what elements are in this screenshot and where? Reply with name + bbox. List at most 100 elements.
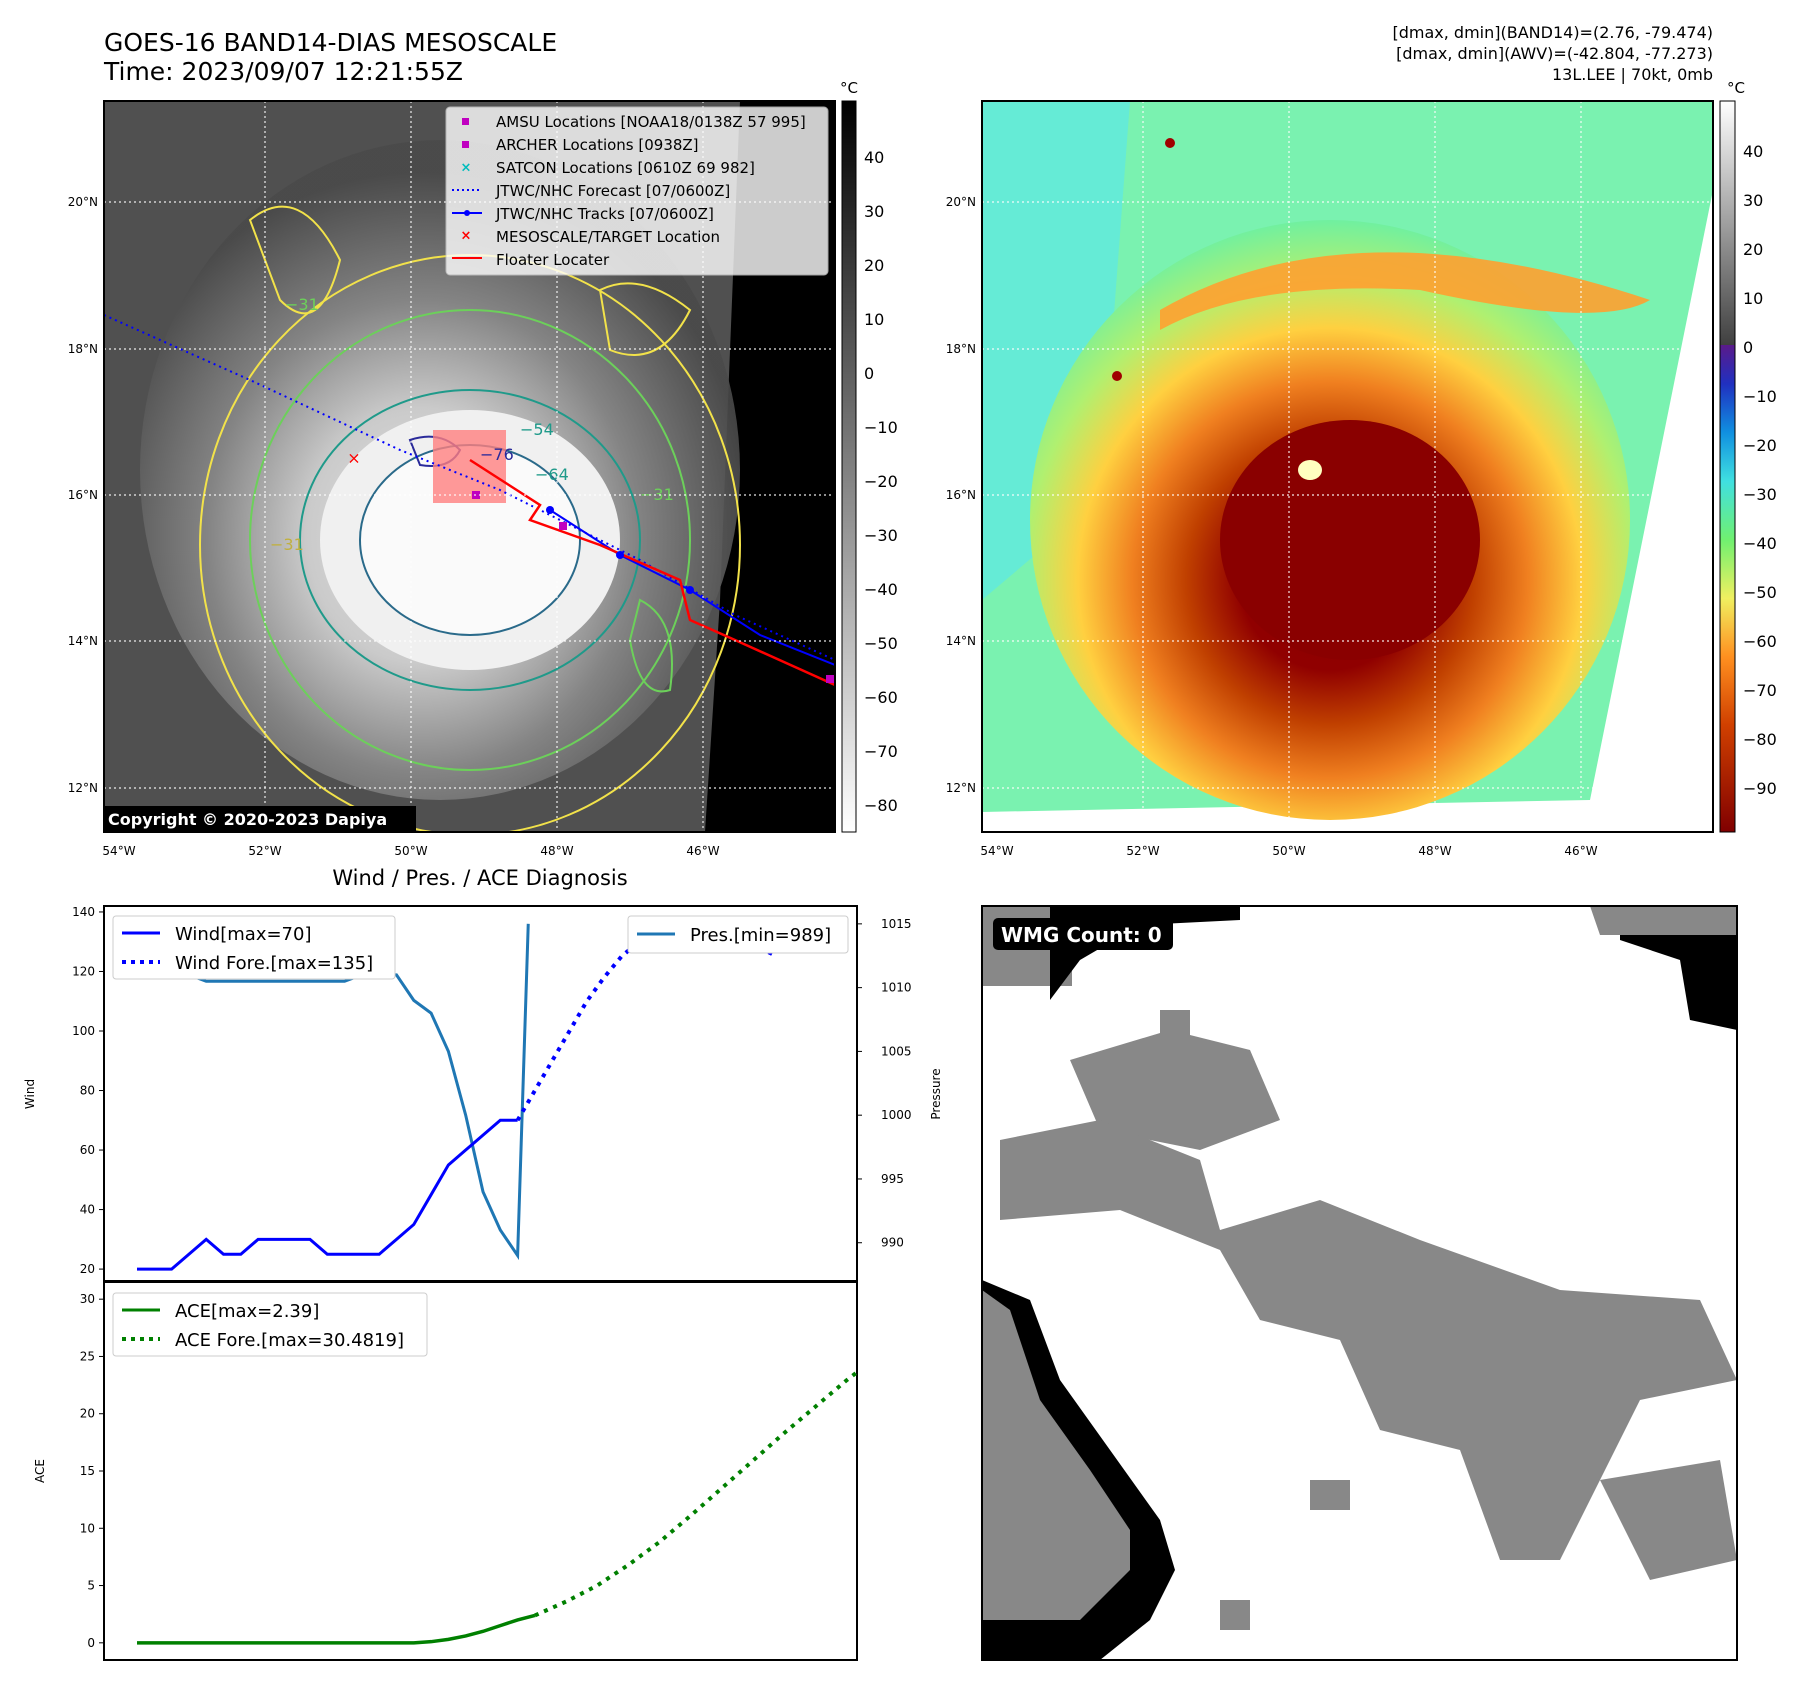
diagnosis-title: Wind / Pres. / ACE Diagnosis [332,866,627,890]
pressure-tick-label: 1015 [881,917,912,931]
svg-text:50°W: 50°W [1272,844,1305,858]
wind-tick-label: 120 [72,964,95,978]
figure-title-line1: GOES-16 BAND14-DIAS MESOSCALE [104,28,557,57]
svg-text:16°N: 16°N [68,488,98,502]
map2-gridlines [982,101,1713,832]
svg-text:54°W: 54°W [980,844,1013,858]
pressure-legend: Pres.[min=989] [627,915,849,954]
gray-colorbar [841,100,857,833]
svg-text:10: 10 [1743,289,1763,308]
copyright-badge [104,806,416,832]
color-colorbar-bottom [1720,345,1735,832]
svg-text:−70: −70 [1743,681,1777,700]
contour-label: −64 [535,465,569,484]
ace-tick-label: 5 [87,1579,95,1593]
svg-text:12°N: 12°N [68,781,98,795]
legend-label: SATCON Locations [0610Z 69 982] [496,159,755,177]
stats-line3: 13L.LEE | 70kt, 0mb [1552,65,1713,84]
ace-tick-label: 20 [80,1407,95,1421]
stats-line2: [dmax, dmin](AWV)=(-42.804, -77.273) [1396,44,1713,63]
pressure-tick-label: 990 [881,1236,904,1250]
svg-text:40: 40 [1743,142,1763,161]
svg-text:18°N: 18°N [68,342,98,356]
color-colorbar-unit: °C [1727,79,1745,97]
svg-text:46°W: 46°W [686,844,719,858]
svg-text:−40: −40 [864,580,898,599]
pressure-tick-label: 1005 [881,1044,912,1058]
svg-text:−50: −50 [1743,583,1777,602]
svg-text:−30: −30 [864,526,898,545]
legend-label: JTWC/NHC Forecast [07/0600Z] [495,182,730,200]
legend-ace-forecast: ACE Fore.[max=30.4819] [175,1330,404,1351]
svg-text:−20: −20 [1743,436,1777,455]
svg-text:−90: −90 [1743,779,1777,798]
wmg-badge-text: WMG Count: 0 [1001,923,1162,947]
svg-text:52°W: 52°W [1126,844,1159,858]
svg-text:−10: −10 [1743,387,1777,406]
ace-tick-label: 25 [80,1349,95,1363]
contour-label: −31 [285,295,319,314]
svg-text:14°N: 14°N [946,634,976,648]
gray-colorbar-unit: °C [840,79,858,97]
map1-frame [103,100,836,833]
figure-title-line2: Time: 2023/09/07 12:21:55Z [103,57,463,86]
legend-ace: ACE[max=2.39] [175,1301,319,1322]
ace-tick-label: 0 [87,1636,95,1650]
contour-label: −54 [520,420,554,439]
map2-frame [981,100,1714,833]
wmg-map [982,906,1737,1660]
legend-label: ARCHER Locations [0938Z] [496,136,699,154]
color-colorbar-ticks: 40 30 20 10 0 −10 −20 −30 −40 −50 −60 −7… [1743,142,1777,798]
copyright-text: Copyright © 2020-2023 Dapiya [108,810,387,829]
svg-text:54°W: 54°W [102,844,135,858]
svg-text:−80: −80 [864,796,898,815]
legend-label: AMSU Locations [NOAA18/0138Z 57 995] [496,113,806,131]
ace-forecast-line [534,1369,857,1618]
svg-text:0: 0 [864,364,874,383]
ace-tick-label: 15 [80,1464,95,1478]
ace-tick-label: 30 [80,1292,95,1306]
contour-label: −31 [640,485,674,504]
ace-line [137,1613,536,1645]
svg-text:46°W: 46°W [1564,844,1597,858]
legend-pressure: Pres.[min=989] [690,925,831,946]
wmg-badge [993,918,1173,950]
wind-tick-label: 80 [80,1084,95,1098]
svg-text:−10: −10 [864,418,898,437]
legend-label: MESOSCALE/TARGET Location [496,228,720,246]
svg-text:30: 30 [1743,191,1763,210]
svg-text:20: 20 [1743,240,1763,259]
pressure-ylabel: Pressure [929,1068,943,1119]
svg-text:48°W: 48°W [1418,844,1451,858]
map-legend: × × AMSU Locations [NOAA18/0138Z 57 995]… [445,106,829,276]
svg-text:20: 20 [864,256,884,275]
wind-tick-label: 140 [72,905,95,919]
wind-tick-label: 100 [72,1024,95,1038]
svg-text:10: 10 [864,310,884,329]
svg-text:50°W: 50°W [394,844,427,858]
ace-ticks: 0 5 10 15 20 25 30 [80,1292,104,1650]
contour-label: −31 [270,535,304,554]
svg-text:×: × [347,449,360,468]
pressure-tick-label: 995 [881,1172,904,1186]
wind-tick-label: 20 [80,1262,95,1276]
wind-tick-label: 40 [80,1203,95,1217]
wind-tick-label: 60 [80,1143,95,1157]
gray-colorbar-ticks: 40 30 20 10 0 −10 −20 −30 −40 −50 −60 −7… [864,148,898,815]
ace-legend: ACE[max=2.39] ACE Fore.[max=30.4819] [112,1292,428,1357]
map2-lat-labels: 20°N 18°N 16°N 14°N 12°N [946,195,976,795]
svg-text:20°N: 20°N [68,195,98,209]
stats-line1: [dmax, dmin](BAND14)=(2.76, -79.474) [1393,23,1714,42]
legend-label: JTWC/NHC Tracks [07/0600Z] [495,205,714,223]
pressure-tick-label: 1000 [881,1108,912,1122]
svg-text:−30: −30 [1743,485,1777,504]
ace-tick-label: 10 [80,1521,95,1535]
ace-lines [137,1369,857,1645]
map2-lon-labels: 54°W 52°W 50°W 48°W 46°W [980,844,1597,858]
wind-line [137,1118,518,1271]
contour-labels: −31 −31 −54 −64 −76 −31 [270,295,674,554]
svg-text:−70: −70 [864,742,898,761]
legend-wind-forecast: Wind Fore.[max=135] [175,953,373,974]
svg-text:0: 0 [1743,338,1753,357]
